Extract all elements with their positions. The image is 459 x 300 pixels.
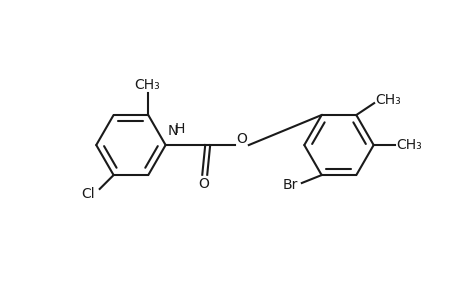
Text: Cl: Cl <box>81 187 95 201</box>
Text: CH₃: CH₃ <box>396 138 421 152</box>
Text: H: H <box>174 122 184 136</box>
Text: CH₃: CH₃ <box>134 78 160 92</box>
Text: O: O <box>236 132 247 146</box>
Text: N: N <box>168 124 178 138</box>
Text: CH₃: CH₃ <box>375 93 400 107</box>
Text: Br: Br <box>282 178 297 192</box>
Text: O: O <box>197 177 208 191</box>
